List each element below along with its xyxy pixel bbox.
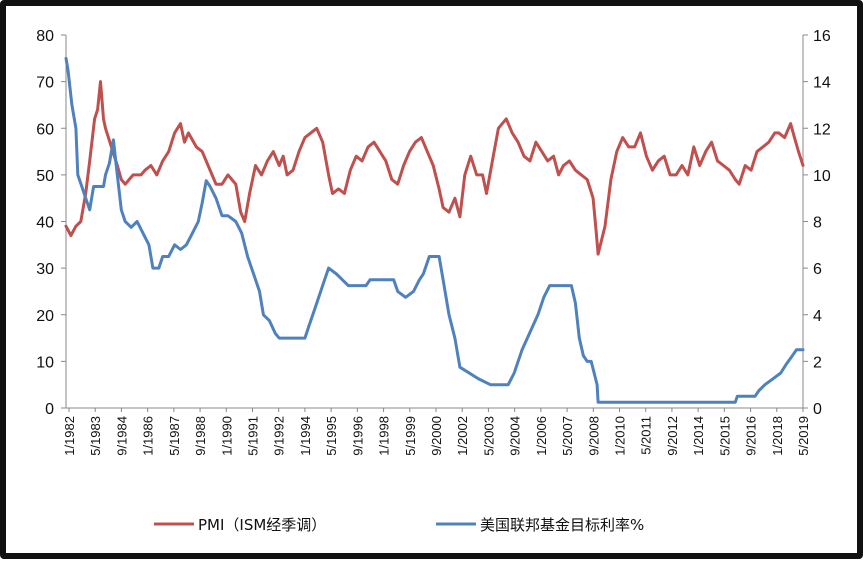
y-left-tick-label: 40 [36,215,54,232]
y-left-tick-label: 80 [36,28,54,45]
x-tick-label: 9/2012 [665,416,680,456]
x-tick-label: 5/1987 [167,416,182,456]
legend-label-fed-rate: 美国联邦基金目标利率% [480,516,644,534]
x-tick-label: 5/1995 [324,416,339,456]
x-tick-label: 1/2010 [613,416,628,456]
y-left-tick-label: 70 [36,75,54,92]
y-left-tick-label: 10 [36,354,54,371]
axes: 0 10 20 30 40 50 60 70 80 0 2 4 6 8 10 12 14 16 1/1982 5/19… [36,28,831,456]
series-line-fed-rate [64,56,805,404]
x-tick-label: 9/1984 [114,416,129,456]
series-layer [64,56,805,404]
x-tick-label: 9/1992 [272,416,287,456]
y-left-tick-label: 30 [36,261,54,278]
x-tick-label: 9/2008 [586,416,601,456]
series-line-pmi [64,80,805,256]
x-tick-label: 9/2004 [508,416,523,456]
x-tick-label: 5/1999 [403,416,418,456]
y-left-tick-label: 50 [36,168,54,185]
x-tick-label: 9/2000 [429,416,444,456]
x-tick-label: 5/1983 [88,416,103,456]
y-right-tick-label: 2 [813,354,822,371]
x-tick-label: 1/1986 [141,416,156,456]
x-tick-label: 1/2018 [770,416,785,456]
x-tick-label: 9/1988 [193,416,208,456]
line-chart: 0 10 20 30 40 50 60 70 80 0 2 4 6 8 10 12 14 16 1/1982 5/19… [36,28,831,534]
y-right-tick-label: 0 [813,401,822,418]
x-tick-label: 1/2002 [455,416,470,456]
y-right-tick-label: 10 [813,168,831,185]
y-right-tick-label: 14 [813,75,831,92]
x-tick-label: 5/2019 [796,416,811,456]
x-tick-label: 1/1982 [62,416,77,456]
y-right-tick-label: 8 [813,215,822,232]
x-tick-label: 1/2006 [534,416,549,456]
y-right-tick-label: 6 [813,261,822,278]
x-tick-label: 1/2014 [691,416,706,456]
x-tick-label: 9/1996 [350,416,365,456]
y-left-tick-label: 60 [36,121,54,138]
x-tick-label: 5/2015 [717,416,732,456]
legend-label-pmi: PMI（ISM经季调） [198,516,326,534]
y-left-tick-label: 20 [36,308,54,325]
x-tick-label: 5/1991 [246,416,261,456]
x-tick-label: 5/2007 [560,416,575,456]
y-right-tick-label: 12 [813,121,831,138]
x-tick-label: 5/2011 [639,416,654,455]
x-tick-label: 1/1994 [298,416,313,456]
x-tick-label: 1/1990 [219,416,234,456]
y-right-tick-label: 16 [813,28,831,45]
x-tick-label: 5/2003 [481,416,496,456]
legend: PMI（ISM经季调） 美国联邦基金目标利率% [154,516,644,534]
y-left-tick-label: 0 [45,401,54,418]
y-right-tick-label: 4 [813,308,822,325]
x-tick-label: 1/1998 [377,416,392,456]
x-tick-label: 9/2016 [744,416,759,456]
